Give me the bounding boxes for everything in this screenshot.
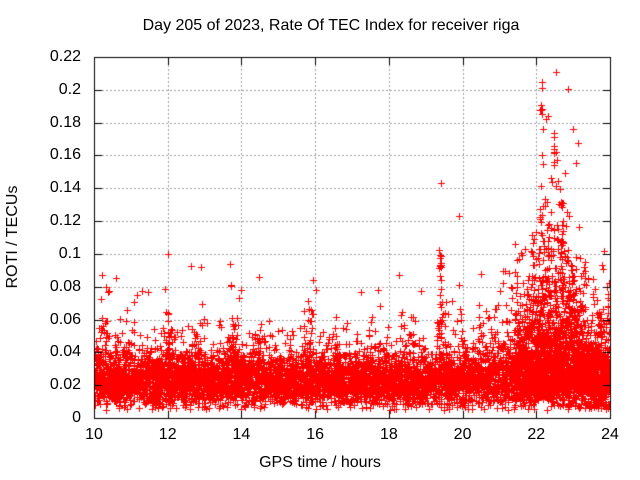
y-tick-label: 0.22 <box>49 48 81 65</box>
y-tick-label: 0.18 <box>49 113 81 131</box>
y-tick-label: 0.04 <box>49 343 81 361</box>
x-tick-label: 10 <box>85 426 103 443</box>
y-axis-label: ROTI / TECUs <box>4 185 21 289</box>
chart-title: Day 205 of 2023, Rate Of TEC Index for r… <box>142 17 520 34</box>
x-axis-label: GPS time / hours <box>259 454 381 471</box>
x-tick-label: 20 <box>453 426 472 443</box>
y-tick-label: 0.08 <box>49 277 81 295</box>
x-tick-label: 24 <box>601 426 619 443</box>
y-tick-label: 0.1 <box>58 244 81 262</box>
x-tick-label: 22 <box>527 426 546 443</box>
x-tick-label: 18 <box>379 426 398 443</box>
y-tick-label: 0 <box>72 409 81 426</box>
y-tick-label: 0.14 <box>49 179 81 197</box>
x-tick-label: 16 <box>306 426 325 443</box>
x-tick-label: 14 <box>232 426 251 443</box>
y-tick-label: 0.06 <box>49 310 81 328</box>
x-tick-label: 12 <box>158 426 177 443</box>
y-tick-label: 0.16 <box>49 146 81 164</box>
y-tick-label: 0.12 <box>49 212 81 230</box>
y-tick-label: 0.2 <box>58 80 81 98</box>
y-tick-label: 0.02 <box>49 376 81 394</box>
